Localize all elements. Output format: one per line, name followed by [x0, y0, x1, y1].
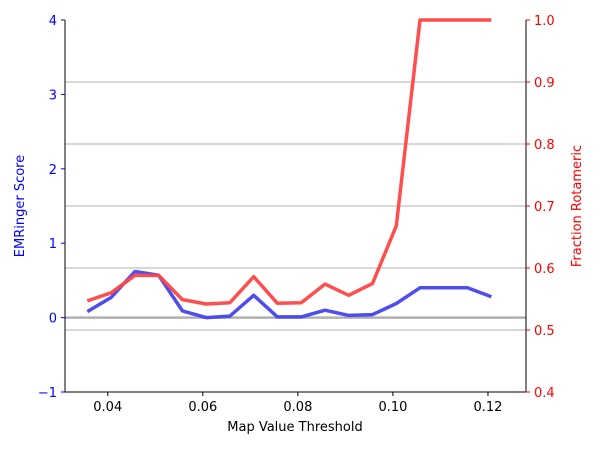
- x-tick-label: 0.10: [378, 400, 407, 415]
- y-right-tick-label: 0.6: [534, 262, 555, 277]
- y-right-tick-label: 1.0: [534, 14, 555, 29]
- series-line-rotameric: [86, 18, 492, 306]
- y-axis-left-label: EMRinger Score: [13, 155, 28, 257]
- y-axis-right-label: Fraction Rotameric: [570, 145, 585, 267]
- grid-lines: [65, 81, 526, 331]
- x-tick-label: 0.12: [474, 400, 503, 415]
- y-left-tick-label: −1: [38, 386, 57, 401]
- axis-ticks: 0.04 0.06 0.08 0.10 0.12 −1 0 1 2 3 4 0.4 0.5 0.6 0.7 0…: [38, 14, 555, 415]
- x-axis-label: Map Value Threshold: [227, 420, 362, 435]
- y-right-tick-label: 0.9: [534, 76, 555, 91]
- y-left-tick-label: 1: [49, 237, 57, 252]
- y-left-tick-label: 2: [49, 163, 57, 178]
- series-lines: [86, 18, 492, 320]
- y-right-tick-label: 0.5: [534, 324, 555, 339]
- y-right-tick-label: 0.8: [534, 138, 555, 153]
- x-tick-label: 0.04: [93, 400, 122, 415]
- y-right-tick-label: 0.4: [534, 386, 555, 401]
- y-left-tick-label: 3: [49, 88, 57, 103]
- x-tick-label: 0.06: [188, 400, 217, 415]
- x-tick-label: 0.08: [283, 400, 312, 415]
- y-right-tick-label: 0.7: [534, 200, 555, 215]
- y-left-tick-label: 4: [49, 14, 57, 29]
- series-line-emringer: [86, 269, 492, 320]
- y-left-tick-label: 0: [49, 312, 57, 327]
